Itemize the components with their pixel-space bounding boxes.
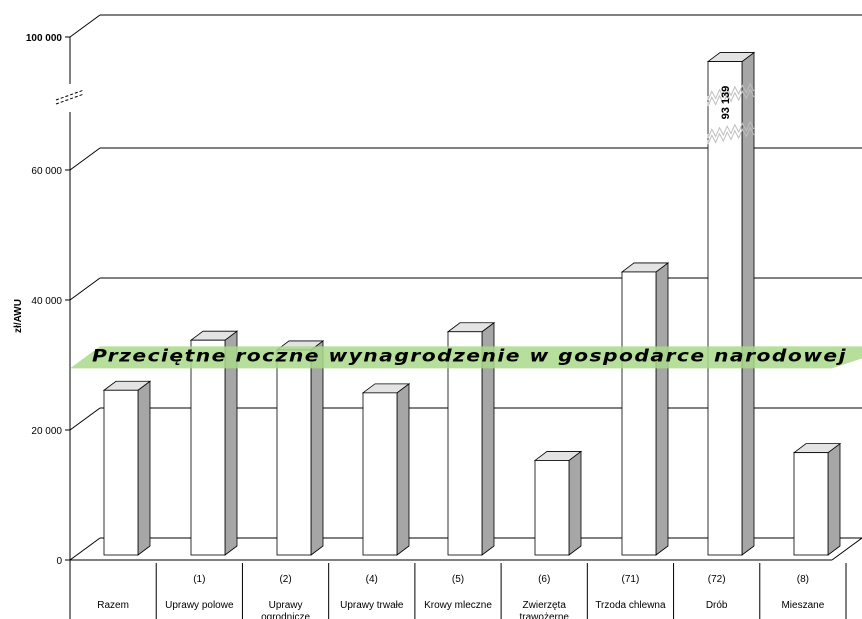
bar-break-wave: [707, 120, 755, 139]
bar-side: [396, 383, 410, 556]
category-code: (6): [538, 574, 550, 585]
reference-band-label: Przeciętne roczne wynagrodzenie w gospod…: [92, 346, 847, 366]
category-label: Krowy mleczne: [424, 600, 492, 611]
floor-depth: [69, 537, 101, 561]
category-label: trawożerne: [519, 612, 569, 619]
data-label: 93 139: [720, 86, 732, 120]
category-code: (4): [366, 574, 378, 585]
bar: [446, 321, 496, 556]
category-code: (5): [452, 574, 464, 585]
y-tick-label: 0: [56, 556, 62, 567]
bar-front: [621, 271, 657, 556]
category-label: Mieszane: [781, 600, 824, 611]
bar: [275, 340, 325, 556]
category-code: (2): [279, 574, 291, 585]
reference-band-shape: [70, 346, 862, 369]
bar-front: [103, 389, 139, 556]
bar-break-wave: [707, 88, 755, 107]
category-code: (1): [193, 574, 205, 585]
category-label: Zwierzęta: [523, 600, 567, 611]
bar-side: [827, 442, 841, 556]
bar: [361, 383, 411, 556]
bar: [102, 380, 152, 556]
reference-band: Przeciętne roczne wynagrodzenie w gospod…: [70, 346, 862, 369]
category-label: Uprawy: [269, 600, 303, 611]
y-tick-label: 60 000: [31, 166, 62, 177]
bar-side: [310, 340, 324, 556]
bar-front: [793, 452, 829, 556]
bar-side: [655, 262, 669, 556]
bar-front: [707, 61, 743, 556]
bar-front: [362, 392, 398, 556]
category-label: Trzoda chlewna: [595, 600, 666, 611]
category-label: ogrodnicze: [261, 612, 310, 619]
bar: [533, 450, 583, 556]
bar-front: [276, 349, 312, 556]
bar-front: [534, 460, 570, 556]
floor-right-edge: [831, 537, 862, 561]
y-axis-label: zł/AWU: [13, 299, 24, 333]
category-label: Drób: [706, 600, 728, 611]
bar-break-wave: [707, 82, 755, 101]
y-axis: 0 20 000 40 000 60 000 100 000: [26, 33, 85, 567]
gridline-depth: [69, 277, 101, 301]
bar-front: [447, 331, 483, 556]
category-code: (8): [797, 574, 809, 585]
bar-break-wave: [707, 126, 755, 145]
bar-front: [190, 339, 226, 556]
category-code: (71): [622, 574, 640, 585]
category-label: Razem: [97, 600, 129, 611]
bars: 93 139: [102, 51, 842, 556]
gridline-depth: [69, 14, 101, 38]
bar: [620, 262, 670, 556]
y-tick-label: 100 000: [26, 33, 63, 44]
category-code: (72): [708, 574, 726, 585]
bar-side: [137, 380, 151, 556]
bar: [792, 442, 842, 556]
gridline-depth: [69, 147, 101, 171]
y-tick-label: 20 000: [31, 426, 62, 437]
axis-break-mark: [55, 93, 85, 105]
bar: [706, 51, 756, 556]
bar-side: [568, 450, 582, 556]
category-label: Uprawy trwałe: [340, 600, 404, 611]
y-tick-label: 40 000: [31, 296, 62, 307]
gridline-depth: [69, 407, 101, 431]
bar: [189, 330, 239, 556]
category-axis: Razem (1) Uprawy polowe (2) Uprawyogrodnicze…: [69, 560, 847, 619]
category-label: Uprawy polowe: [165, 600, 234, 611]
